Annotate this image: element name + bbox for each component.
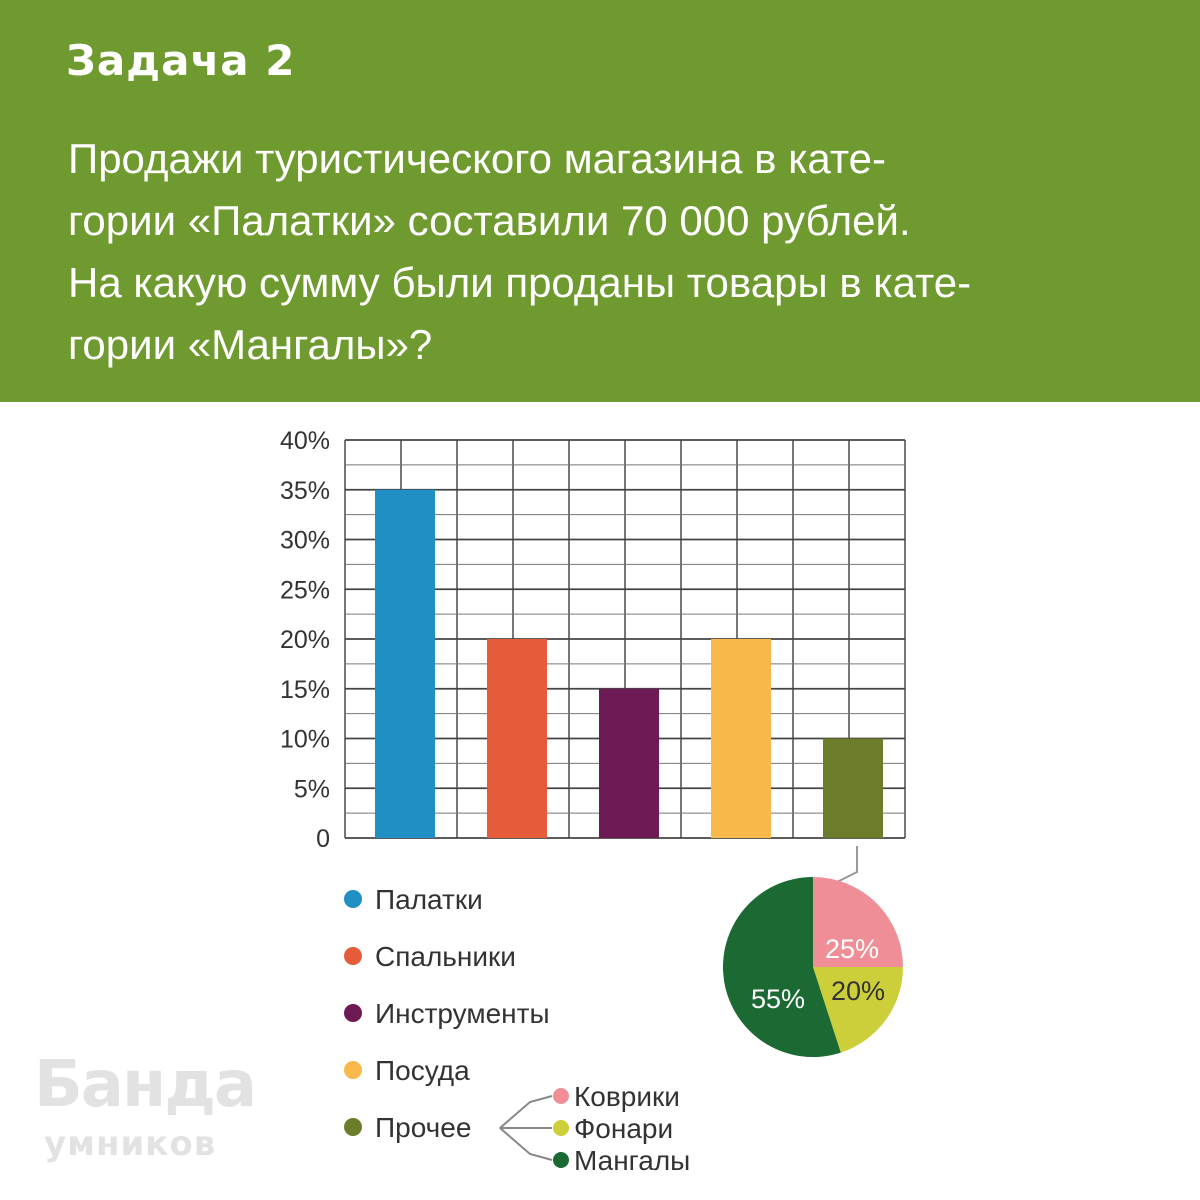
y-tick-label: 35% xyxy=(280,477,330,505)
y-tick-label: 15% xyxy=(280,676,330,704)
y-tick-label: 0 xyxy=(316,825,330,853)
task-text-line: гории «Мангалы»? xyxy=(68,321,433,368)
logo-text-bottom: умников xyxy=(44,1124,217,1164)
pie-legend-label: Фонари xyxy=(574,1113,673,1144)
pie-slice-label: 25% xyxy=(825,934,879,964)
legend-swatch xyxy=(344,1061,362,1079)
y-tick-label: 40% xyxy=(280,427,330,455)
pie-slice-label: 20% xyxy=(831,976,885,1006)
pie-legend-label: Коврики xyxy=(574,1081,680,1112)
legend-label: Посуда xyxy=(375,1055,470,1086)
y-tick-label: 25% xyxy=(280,576,330,604)
logo: Банда умников xyxy=(30,1040,270,1170)
bar-legend: Палатки Спальники Инструменты Посуда Прочее xyxy=(344,884,550,1143)
legend-label: Палатки xyxy=(375,884,483,915)
y-axis-ticks: 0 5% 10% 15% 20% 25% 30% 35% 40% xyxy=(280,427,330,853)
sales-chart: 0 5% 10% 15% 20% 25% 30% 35% 40% 25% 20% 55% Палат… xyxy=(280,427,906,1176)
legend-label: Инструменты xyxy=(375,998,550,1029)
y-tick-label: 10% xyxy=(280,726,330,754)
bar-5 xyxy=(823,738,883,838)
legend-swatch xyxy=(344,947,362,965)
task-text: Продажи туристического магазина в кате- … xyxy=(68,128,1178,376)
y-tick-label: 30% xyxy=(280,527,330,555)
legend-swatch xyxy=(344,1118,362,1136)
pie-slice-3 xyxy=(723,877,841,1057)
pie-legend-label: Мангалы xyxy=(574,1145,690,1176)
bracket-line xyxy=(499,1127,553,1161)
legend-swatch xyxy=(344,890,362,908)
logo-text-top: Банда xyxy=(34,1048,257,1122)
task-title: Задача 2 xyxy=(66,36,296,85)
y-tick-label: 20% xyxy=(280,626,330,654)
task-text-line: Продажи туристического магазина в кате- xyxy=(68,135,886,182)
pie-chart: 25% 20% 55% xyxy=(723,877,903,1057)
bar-4 xyxy=(711,639,771,838)
task-text-line: На какую сумму были проданы товары в кат… xyxy=(68,259,972,306)
legend-label: Спальники xyxy=(375,941,516,972)
bracket-line xyxy=(499,1095,553,1129)
bar-2 xyxy=(487,639,547,838)
bar-1 xyxy=(375,489,435,838)
legend-swatch xyxy=(344,1004,362,1022)
pie-legend-swatch xyxy=(553,1120,569,1136)
pie-slice-label: 55% xyxy=(751,984,805,1014)
pie-slice-2 xyxy=(813,967,903,1053)
legend-label: Прочее xyxy=(375,1112,471,1143)
pie-slice-1 xyxy=(813,877,903,967)
y-tick-label: 5% xyxy=(294,775,330,803)
task-text-line: гории «Палатки» составили 70 000 рублей. xyxy=(68,197,911,244)
bar-3 xyxy=(599,688,659,838)
header-banner: Задача 2 Продажи туристического магазина… xyxy=(0,0,1200,402)
bar-series xyxy=(375,489,883,838)
pie-legend-swatch xyxy=(553,1088,569,1104)
pie-legend-swatch xyxy=(553,1152,569,1168)
